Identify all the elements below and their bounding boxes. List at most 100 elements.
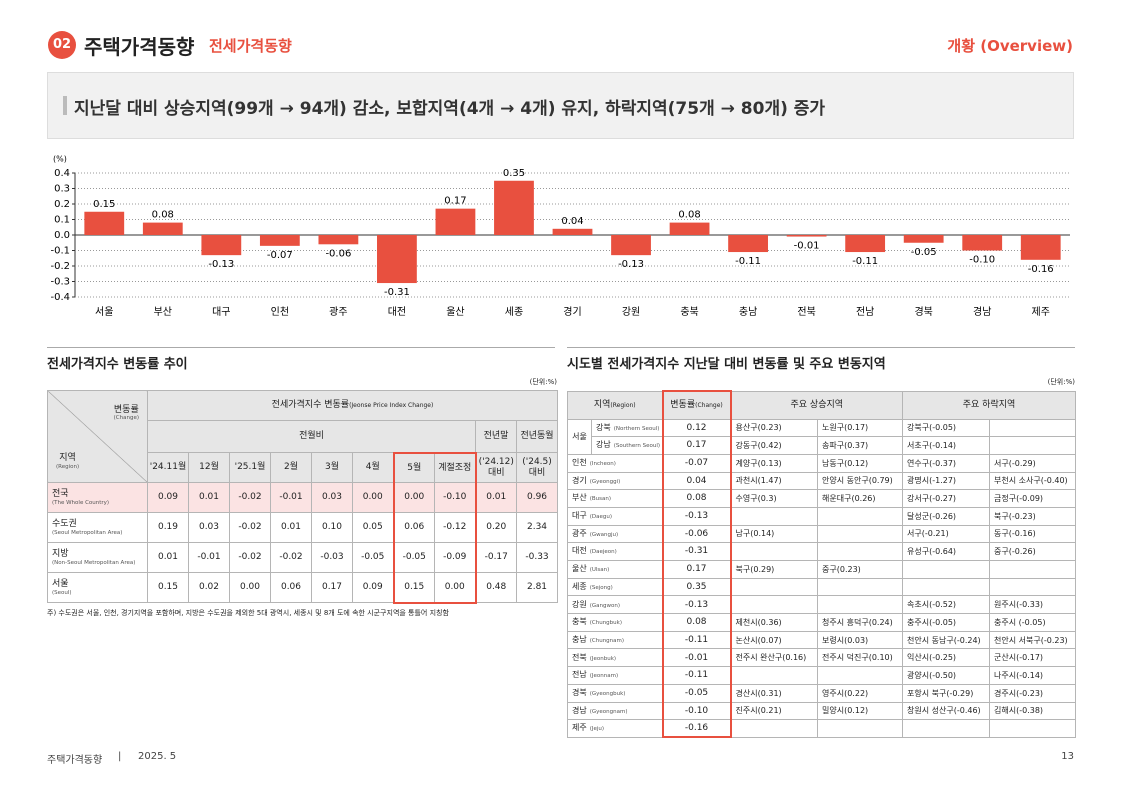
cell: 0.03 xyxy=(311,482,353,513)
label: 전세가격지수 변동률 xyxy=(271,400,350,411)
column-header: '25.1월 xyxy=(229,452,271,483)
label-en: (Daejeon) xyxy=(589,549,617,556)
label: 전북 xyxy=(572,652,587,662)
y-tick-label: -0.4 xyxy=(50,292,70,303)
area-cell: 천안시 서북구(-0.23) xyxy=(989,630,1077,650)
x-tick-label: 경기 xyxy=(563,305,581,318)
cell: 0.09 xyxy=(352,572,394,603)
x-tick-label: 대전 xyxy=(388,306,406,318)
area-cell: 중구(0.23) xyxy=(817,560,904,579)
header-row: '24.11월 12월 '25.1월 2월 3월 4월 5월 계절조정 ('24.12) 대비(… xyxy=(48,451,559,483)
bar xyxy=(377,235,417,284)
cell: 0.01 xyxy=(270,512,312,543)
column-header: ('24.5) 대비 xyxy=(515,452,559,483)
area-cell: 강동구(0.42) xyxy=(730,436,819,455)
value-label: -0.11 xyxy=(852,256,878,267)
column-header: 3월 xyxy=(311,452,353,483)
note: 주) 수도권은 서울, 인천, 경기지역을 포함하며, 지방은 수도권을 제외한… xyxy=(47,609,449,617)
bar xyxy=(786,235,827,237)
x-tick-label: 대구 xyxy=(212,306,230,318)
section-number: 02 xyxy=(48,31,76,59)
x-tick-label: 울산 xyxy=(446,306,464,318)
area-cell: 연수구(-0.37) xyxy=(902,453,991,473)
area-cell: 달성군(-0.26) xyxy=(902,506,991,526)
label: 경북 xyxy=(572,687,587,697)
value-label: 0.35 xyxy=(503,168,525,179)
x-tick-label: 광주 xyxy=(329,306,347,318)
change-cell: -0.13 xyxy=(661,595,732,615)
row-header: 지방 (Non-Seoul Metropolitan Area) xyxy=(47,542,148,573)
data-row: 강원 (Gangwon) -0.13 속초시(-0.52) 원주시(-0.33) xyxy=(566,595,1077,615)
area-cell: 영주시(0.22) xyxy=(817,683,904,703)
y-tick-label: -0.3 xyxy=(50,277,70,288)
bar xyxy=(494,180,534,235)
index-table: 변동률 (Change) 지역 (Region) 전세가격지수 변동률(Jeonse P… xyxy=(47,390,559,604)
label-en: (Busan) xyxy=(589,496,612,503)
value-label: 0.08 xyxy=(678,210,700,221)
y-tick-label: 0.2 xyxy=(54,199,70,210)
y-tick-label: 0.4 xyxy=(54,168,70,179)
x-tick-label: 충남 xyxy=(739,306,757,318)
area-cell: 해운대구(0.26) xyxy=(817,489,904,508)
cell: 0.10 xyxy=(311,512,353,543)
area-cell xyxy=(817,542,904,561)
cell: -0.10 xyxy=(434,482,477,513)
cell: 0.20 xyxy=(475,512,517,543)
bar xyxy=(142,222,183,235)
region-cell: 충남 (Chungnam) xyxy=(566,630,664,650)
cell: 0.01 xyxy=(475,482,517,513)
cell: 0.02 xyxy=(188,572,230,603)
divider xyxy=(47,347,555,348)
value-label: 0.15 xyxy=(93,199,115,210)
corner-cell: 변동률 (Change) 지역 (Region) xyxy=(47,390,148,483)
unit-label: (%) xyxy=(53,155,67,164)
unit: (단위:%) xyxy=(529,378,557,386)
header-row: 변동률 (Change) 지역 (Region) 전세가격지수 변동률(Jeonse P… xyxy=(47,390,559,483)
data-row: 지방 (Non-Seoul Metropolitan Area) 0.01 -0.01… xyxy=(47,542,559,573)
bar xyxy=(845,235,886,253)
area-cell xyxy=(989,436,1077,455)
headline-box: 지난달 대비 상승지역(99개 → 94개) 감소, 보합지역(4개 → 4개)… xyxy=(47,72,1074,139)
area-cell: 송파구(0.37) xyxy=(817,436,904,455)
cell: -0.02 xyxy=(229,482,271,513)
x-tick-label: 세종 xyxy=(505,306,523,318)
page-subtitle: 전세가격동향 xyxy=(209,37,292,55)
label: 인천 xyxy=(572,458,587,468)
column-header: 5월 xyxy=(392,451,435,483)
cell: 0.06 xyxy=(392,512,435,543)
data-row: 수도권 (Seoul Metropolitan Area) 0.19 0.03 -0.0… xyxy=(47,512,559,543)
label: 경남 xyxy=(572,705,587,715)
label-en: (Jeonnam) xyxy=(589,673,619,680)
data-row: 광주 (Gwangju) -0.06 남구(0.14) 서구(-0.21) 동구(-0.1… xyxy=(566,524,1077,544)
change-cell: -0.06 xyxy=(661,524,732,544)
region-cell: 대전 (Daejeon) xyxy=(566,542,664,561)
cell: -0.09 xyxy=(434,542,477,573)
cell: -0.02 xyxy=(229,542,271,573)
label: 지방 xyxy=(52,549,69,560)
cell: 0.48 xyxy=(475,572,517,603)
value-label: -0.16 xyxy=(1028,264,1054,275)
label-en: (Gangwon) xyxy=(589,602,620,609)
area-cell: 속초시(-0.52) xyxy=(902,595,991,615)
divider xyxy=(567,347,1075,348)
x-tick-label: 서울 xyxy=(95,306,113,318)
cell: 0.00 xyxy=(352,482,394,513)
table-title: 시도별 전세가격지수 지난달 대비 변동률 및 주요 변동지역 xyxy=(567,357,886,372)
cell: 0.00 xyxy=(434,572,477,604)
area-cell: 원주시(-0.33) xyxy=(989,595,1077,615)
area-cell xyxy=(730,666,819,685)
cell: 0.03 xyxy=(188,512,230,543)
y-tick-label: 0.0 xyxy=(54,230,70,241)
cell: 0.01 xyxy=(188,482,230,513)
x-tick-label: 강원 xyxy=(622,306,640,318)
area-cell xyxy=(902,560,991,579)
data-row: 대전 (Daejeon) -0.31 유성구(-0.64) 중구(-0.26) xyxy=(566,542,1077,561)
change-cell: -0.01 xyxy=(661,648,732,668)
y-tick-label: -0.1 xyxy=(50,246,70,257)
area-cell: 금정구(-0.09) xyxy=(989,489,1077,508)
area-cell: 강북구(-0.05) xyxy=(902,418,991,438)
label-en: (Ulsan) xyxy=(589,567,610,574)
x-tick-label: 전북 xyxy=(797,306,815,318)
cell: 0.19 xyxy=(147,512,189,543)
label-en: (Jeju) xyxy=(589,726,605,733)
